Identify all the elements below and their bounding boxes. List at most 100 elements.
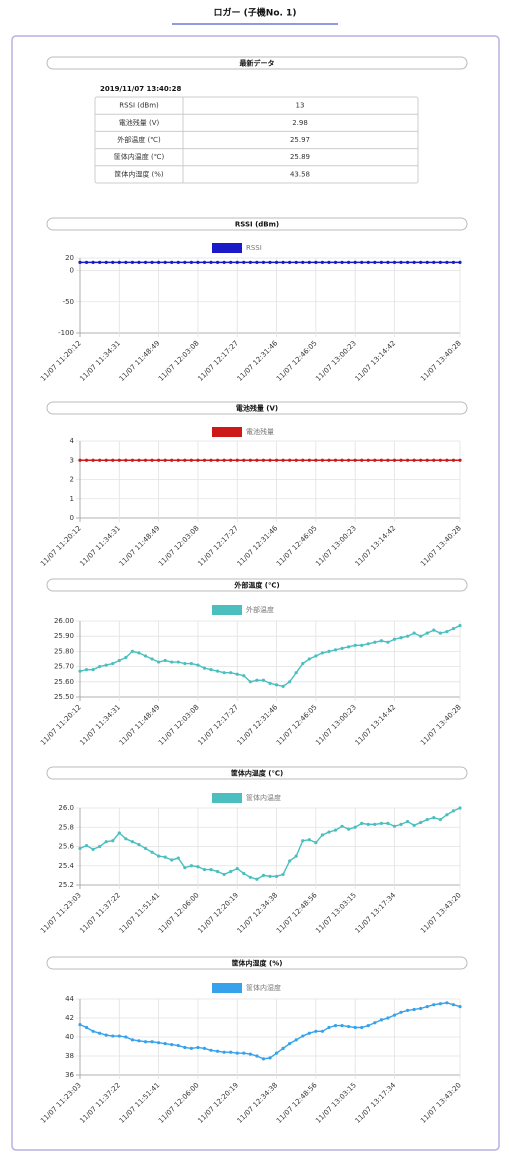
data-point [281, 458, 285, 462]
page-title: ロガー (子機No. 1) [214, 7, 297, 19]
data-point [399, 636, 403, 640]
data-point [307, 458, 311, 462]
data-point [98, 665, 102, 669]
data-point [202, 1046, 207, 1050]
data-point [157, 260, 161, 264]
data-point [438, 260, 442, 264]
data-point [399, 1010, 403, 1014]
data-point [157, 660, 161, 664]
data-point [222, 671, 226, 675]
data-point [281, 872, 285, 877]
data-point [137, 260, 141, 264]
data-point [117, 658, 121, 663]
data-point [268, 458, 272, 462]
data-point [366, 1024, 370, 1028]
data-point [235, 1051, 239, 1055]
data-point [98, 458, 102, 462]
section-header [46, 401, 468, 415]
data-point [347, 645, 351, 649]
y-tick-label: 26.0 [58, 804, 74, 812]
data-point [229, 671, 233, 675]
data-point [360, 1025, 364, 1030]
data-point [196, 458, 200, 462]
data-point [320, 833, 325, 837]
chart-title: 電池残量 (V) [236, 404, 278, 413]
data-point [320, 458, 325, 462]
data-point [124, 655, 128, 660]
data-point [294, 1038, 298, 1042]
data-point [301, 458, 305, 462]
data-point [274, 1051, 279, 1055]
data-point [347, 827, 351, 831]
data-point [124, 458, 128, 462]
data-point [117, 1034, 121, 1038]
data-point [419, 458, 423, 462]
data-point [222, 458, 226, 462]
data-point [189, 661, 193, 666]
data-point [340, 1024, 344, 1028]
data-point [163, 658, 167, 663]
legend-label: 電池残量 [246, 427, 274, 436]
data-point [209, 668, 213, 672]
data-point [215, 458, 220, 462]
y-tick-label: 25.60 [54, 678, 74, 686]
data-point [150, 458, 154, 462]
data-point [143, 458, 148, 462]
data-point [373, 1021, 377, 1025]
data-point [333, 1024, 338, 1028]
data-point [117, 260, 121, 264]
data-point [150, 850, 154, 854]
row-label: 電池残量 (V) [119, 118, 160, 127]
data-point [215, 1049, 220, 1053]
data-point [281, 260, 285, 264]
data-point [353, 1025, 357, 1030]
data-point [163, 260, 167, 264]
data-point [301, 1034, 305, 1038]
data-point [183, 458, 187, 462]
data-point [386, 260, 390, 264]
data-point [360, 260, 364, 264]
data-point [268, 874, 272, 878]
data-point [215, 869, 220, 874]
data-point [386, 640, 390, 644]
data-point [347, 1024, 351, 1029]
data-point [412, 458, 416, 462]
section-header [46, 766, 468, 780]
data-point [314, 458, 318, 462]
data-point [399, 260, 403, 264]
data-point [392, 260, 397, 264]
data-point [261, 260, 266, 264]
data-point [124, 260, 128, 264]
data-point [78, 260, 82, 264]
data-point [366, 260, 370, 264]
y-tick-label: 26.00 [54, 617, 74, 625]
data-point [157, 458, 161, 462]
legend-swatch [212, 793, 242, 803]
data-point [294, 458, 298, 462]
data-point [189, 260, 193, 264]
data-point [137, 1039, 141, 1043]
data-point [274, 683, 279, 687]
data-point [405, 260, 410, 264]
data-point [229, 260, 233, 264]
data-point [412, 260, 416, 264]
data-point [327, 649, 331, 654]
section-header [46, 56, 468, 70]
data-point [104, 663, 108, 667]
y-tick-label: 25.2 [58, 881, 74, 889]
data-point [268, 681, 272, 685]
data-point [405, 819, 410, 824]
data-point [104, 260, 108, 264]
data-point [261, 678, 266, 682]
data-point [333, 458, 338, 462]
chart-title: RSSI (dBm) [235, 221, 279, 229]
data-point [327, 1025, 331, 1030]
legend-swatch [212, 427, 242, 437]
data-point [288, 859, 292, 863]
data-point [84, 843, 89, 848]
data-point [274, 874, 279, 878]
data-point [235, 867, 239, 871]
data-point [340, 458, 344, 462]
data-point [432, 260, 436, 264]
